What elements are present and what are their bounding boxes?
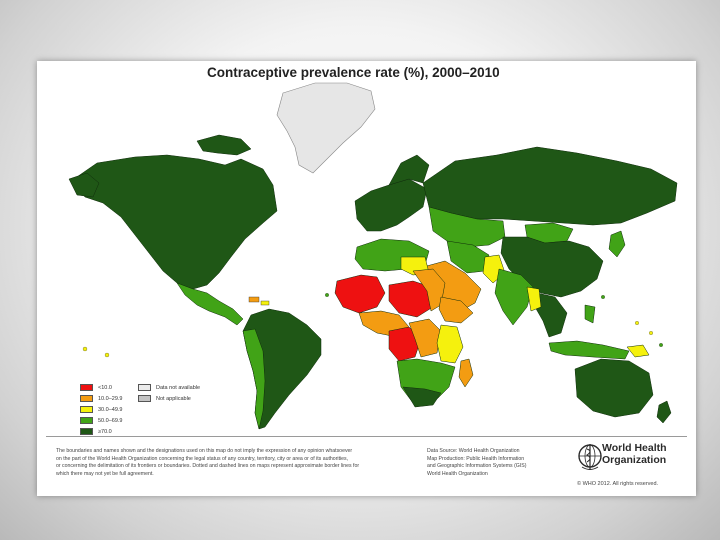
- who-logo: [577, 441, 692, 475]
- legend-label: <10.0: [98, 384, 112, 391]
- legend-label: 10.0–29.9: [98, 395, 123, 402]
- region-south-africa: [402, 386, 442, 408]
- region-scandinavia: [388, 154, 430, 186]
- legend-label: ≥70.0: [98, 428, 112, 435]
- region-central-asia: [428, 206, 506, 248]
- region-madagascar: [458, 358, 474, 388]
- legend-item-cat-2: 10.0–29.9: [80, 395, 122, 402]
- region-india: [494, 268, 534, 326]
- region-horn: [438, 296, 474, 324]
- region-caribbean: [248, 296, 260, 303]
- legend-item-cat-3: 30.0–49.9: [80, 406, 122, 413]
- region-andes: [242, 328, 266, 430]
- region-central-sahel: [388, 280, 434, 318]
- region-alaska: [68, 172, 100, 198]
- legend-swatch: [138, 384, 151, 391]
- map-slide: Contraceptive prevalence rate (%), 2000–…: [37, 61, 696, 496]
- who-name-line-2: Organization: [602, 453, 667, 466]
- disclaimer-text: The boundaries and names shown and the d…: [56, 448, 411, 479]
- who-wordmark: World Health Organization: [602, 442, 667, 466]
- region-north-america: [70, 154, 278, 290]
- source-line: World Health Organization: [427, 471, 488, 478]
- disclaimer-line: or concerning the delimitation of its fr…: [56, 463, 360, 470]
- region-russia: [422, 146, 678, 226]
- region-island: [635, 321, 639, 325]
- footer-divider: [46, 436, 687, 437]
- region-new-zealand: [656, 400, 672, 424]
- region-island: [104, 352, 110, 358]
- source-line: Data Source: World Health Organization: [427, 448, 520, 454]
- region-japan: [608, 230, 626, 258]
- legend-label: 30.0–49.9: [98, 406, 123, 413]
- legend-swatch: [80, 417, 93, 424]
- legend-swatch: [138, 395, 151, 402]
- legend-item-no-data: Data not available: [138, 384, 200, 391]
- region-island: [601, 295, 605, 299]
- region-indonesia: [548, 340, 630, 360]
- disclaimer-line: on the part of the World Health Organiza…: [56, 455, 349, 462]
- legend-swatch: [80, 428, 93, 435]
- map-title: Contraceptive prevalence rate (%), 2000–…: [207, 65, 500, 80]
- region-caribbean-2: [260, 300, 270, 306]
- legend-label: Not applicable: [156, 395, 191, 402]
- region-east-africa: [436, 324, 464, 364]
- region-myanmar: [526, 286, 542, 312]
- region-island: [649, 331, 653, 335]
- copyright-text: © WHO 2012. All rights reserved.: [577, 481, 659, 487]
- legend-swatch: [80, 406, 93, 413]
- region-southeast-asia: [534, 292, 568, 338]
- region-philippines: [584, 304, 596, 324]
- region-australia: [574, 358, 654, 418]
- region-drc: [408, 318, 442, 358]
- legend-swatch: [80, 395, 93, 402]
- disclaimer-line: The boundaries and names shown and the d…: [56, 448, 353, 454]
- region-papua: [626, 344, 650, 358]
- region-island: [325, 293, 329, 297]
- legend-label: 50.0–69.9: [98, 417, 123, 424]
- region-island: [659, 343, 663, 347]
- region-europe: [354, 178, 428, 232]
- legend-item-cat-5: ≥70.0: [80, 428, 112, 435]
- region-central-america: [176, 282, 244, 326]
- legend-label: Data not available: [156, 384, 201, 391]
- who-name-line-1: World Health: [602, 442, 667, 454]
- legend-item-not-applicable: Not applicable: [138, 395, 191, 402]
- source-line: and Geographic Information Systems (GIS): [427, 463, 527, 470]
- disclaimer-line: which there may not yet be full agreemen…: [56, 471, 154, 478]
- region-island: [82, 346, 88, 352]
- region-arctic-islands: [196, 134, 252, 156]
- data-source-text: Data Source: World Health Organization M…: [427, 448, 572, 479]
- who-emblem-icon: [578, 444, 602, 470]
- world-map: [68, 82, 678, 430]
- legend-swatch: [80, 384, 93, 391]
- region-central-africa: [388, 326, 422, 362]
- region-west-africa: [334, 274, 386, 314]
- legend-item-cat-4: 50.0–69.9: [80, 417, 122, 424]
- region-greenland: [276, 82, 376, 174]
- legend-item-cat-1: <10.0: [80, 384, 112, 391]
- source-line: Map Production: Public Health Informatio…: [427, 455, 525, 462]
- map-legend: <10.0 10.0–29.9 30.0–49.9 50.0–69.9 ≥70.…: [80, 384, 270, 440]
